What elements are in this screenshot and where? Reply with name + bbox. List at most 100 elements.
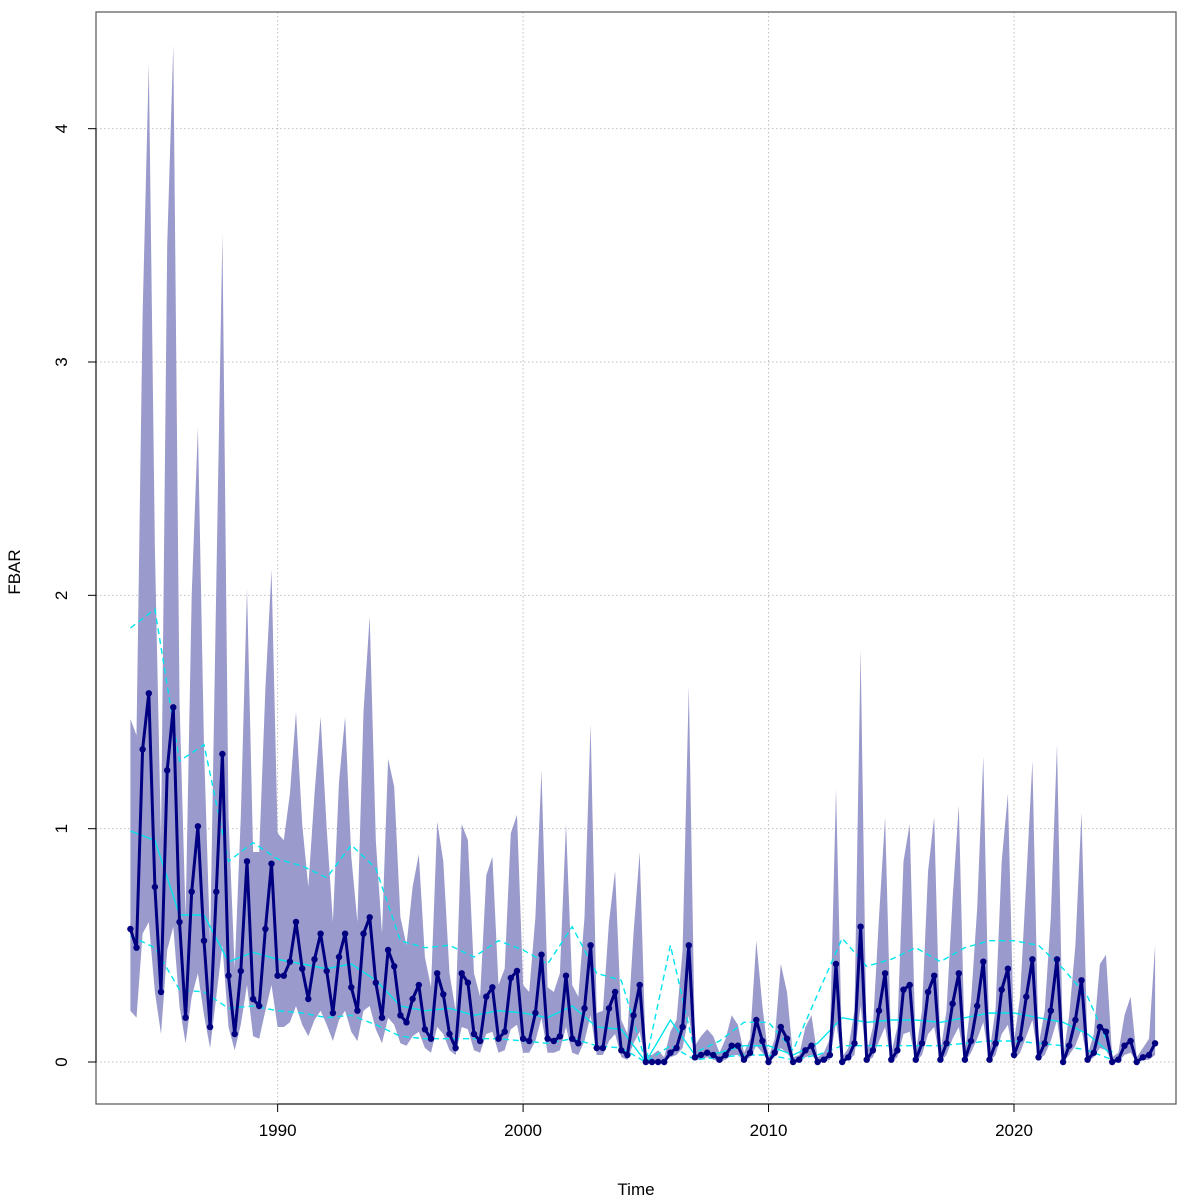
- fbar-point-92: [691, 1054, 699, 1061]
- fbar-point-107: [783, 1035, 791, 1042]
- fbar-point-49: [427, 1035, 435, 1042]
- fbar-point-72: [569, 1035, 576, 1042]
- fbar-point-42: [384, 946, 392, 954]
- fbar-point-55: [464, 979, 472, 986]
- fbar-point-94: [704, 1049, 711, 1056]
- y-tick-label-0: 0: [52, 1057, 71, 1066]
- y-axis: 0 1 2 3 4: [52, 124, 97, 1067]
- fbar-point-145: [1016, 1035, 1024, 1042]
- fbar-point-165: [1139, 1054, 1147, 1061]
- fbar-point-67: [538, 951, 545, 958]
- fbar-point-48: [421, 1026, 429, 1033]
- fbar-point-117: [845, 1054, 852, 1061]
- fbar-point-14: [213, 888, 220, 895]
- fbar-point-30: [311, 956, 318, 963]
- fbar-point-122: [875, 1007, 883, 1014]
- fbar-point-68: [544, 1035, 551, 1042]
- fbar-point-76: [593, 1044, 600, 1052]
- x-axis: 1990 2000 2010 2020: [259, 1103, 1033, 1140]
- fbar-point-100: [740, 1056, 748, 1063]
- fbar-point-59: [489, 984, 496, 991]
- y-tick-label-4: 4: [52, 124, 71, 133]
- ref-line-annual-upper: [129, 608, 1113, 1063]
- fbar-point-120: [863, 1056, 870, 1063]
- fbar-point-134: [949, 1000, 956, 1007]
- fbar-point-13: [206, 1023, 214, 1031]
- fbar-point-96: [716, 1056, 723, 1063]
- fbar-point-161: [1115, 1056, 1122, 1063]
- fbar-point-32: [323, 967, 330, 975]
- fbar-point-24: [274, 972, 281, 979]
- y-tick-label-1: 1: [52, 824, 71, 833]
- fbar-point-22: [262, 925, 269, 933]
- fbar-point-124: [888, 1056, 895, 1063]
- fbar-point-40: [372, 979, 379, 986]
- confidence-band-area: [130, 44, 1156, 1062]
- fbar-point-47: [415, 981, 422, 989]
- fbar-point-9: [182, 1014, 189, 1021]
- fbar-point-43: [391, 963, 398, 970]
- fbar-point-10: [188, 888, 195, 895]
- fbar-point-150: [1047, 1007, 1055, 1014]
- fbar-point-95: [710, 1051, 717, 1059]
- fbar-point-114: [826, 1051, 834, 1059]
- fbar-point-53: [452, 1044, 459, 1052]
- fbar-point-87: [661, 1058, 668, 1066]
- fbar-point-4: [151, 883, 159, 891]
- y-tick-label-3: 3: [52, 357, 71, 366]
- fbar-point-50: [434, 970, 441, 977]
- fbar-point-105: [771, 1049, 778, 1056]
- fbar-point-103: [759, 1037, 766, 1045]
- fbar-point-157: [1090, 1049, 1098, 1056]
- fbar-point-90: [679, 1023, 686, 1031]
- fbar-point-101: [746, 1049, 754, 1056]
- fbar-point-66: [532, 1009, 539, 1017]
- fbar-point-15: [219, 750, 226, 758]
- fbar-point-159: [1102, 1028, 1110, 1035]
- fbar-point-82: [630, 1012, 637, 1019]
- fbar-point-121: [869, 1047, 877, 1054]
- fbar-point-88: [667, 1049, 674, 1056]
- fbar-point-1: [133, 944, 140, 951]
- fbar-point-115: [832, 960, 840, 968]
- fbar-point-8: [176, 918, 183, 926]
- fbar-point-106: [777, 1023, 784, 1031]
- fbar-point-36: [348, 984, 355, 991]
- fbar-point-44: [397, 1012, 404, 1019]
- fbar-point-140: [986, 1056, 993, 1063]
- confidence-band: [130, 44, 1156, 1062]
- fbar-point-119: [857, 923, 864, 930]
- fbar-point-61: [501, 1028, 508, 1035]
- fbar-point-25: [280, 972, 287, 979]
- x-tick-label-1990: 1990: [259, 1121, 297, 1140]
- fbar-point-71: [562, 972, 570, 979]
- y-tick-label-2: 2: [52, 591, 71, 600]
- fbar-point-17: [231, 1030, 238, 1038]
- fbar-point-84: [642, 1058, 649, 1066]
- fbar-point-23: [268, 860, 275, 867]
- fbar-point-60: [495, 1035, 502, 1042]
- fbar-point-151: [1053, 956, 1061, 963]
- fbar-point-85: [648, 1058, 656, 1066]
- fbar-point-167: [1151, 1040, 1159, 1047]
- fbar-point-108: [789, 1058, 797, 1066]
- fbar-point-137: [967, 1037, 975, 1045]
- fbar-point-12: [200, 937, 208, 944]
- fbar-point-3: [145, 690, 152, 697]
- fbar-point-39: [366, 914, 373, 921]
- fbar-point-149: [1041, 1040, 1048, 1047]
- fbar-point-162: [1121, 1042, 1128, 1049]
- fbar-median-series: [128, 691, 1157, 1064]
- fbar-point-116: [839, 1058, 846, 1066]
- fbar-point-19: [243, 858, 251, 865]
- fbar-point-166: [1145, 1051, 1153, 1059]
- fbar-line: [128, 691, 1157, 1064]
- fbar-point-147: [1029, 956, 1036, 963]
- x-tick-label-2020: 2020: [995, 1121, 1033, 1140]
- fbar-point-75: [587, 942, 594, 949]
- fbar-point-138: [974, 1002, 981, 1010]
- fbar-point-34: [335, 953, 343, 961]
- fbar-point-37: [354, 1007, 361, 1014]
- fbar-point-27: [292, 918, 300, 926]
